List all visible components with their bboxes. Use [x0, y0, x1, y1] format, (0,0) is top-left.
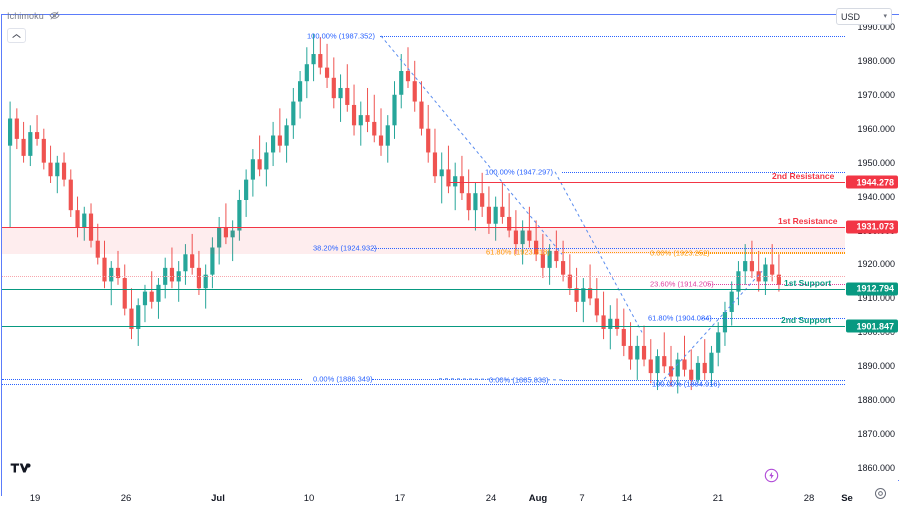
price-tick: 1950.000 — [857, 157, 895, 168]
price-tick: 1970.000 — [857, 89, 895, 100]
currency-select[interactable]: USD ▾ — [836, 8, 892, 25]
time-tick: 24 — [485, 493, 497, 504]
price-tick: 1890.000 — [857, 361, 895, 372]
time-tick: 17 — [394, 493, 406, 504]
time-tick: Jul — [211, 493, 225, 504]
chart-plot-area[interactable]: 100.00% (1987.352) 100.00% (1947.297) 38.2… — [2, 15, 845, 480]
fib-label: 23.60% (1914.205) — [650, 279, 714, 289]
level-line[interactable] — [2, 226, 845, 228]
level-label: 1st Support — [784, 277, 832, 288]
fib-line[interactable] — [372, 247, 845, 249]
price-tick: 1960.000 — [857, 123, 895, 134]
fib-line[interactable] — [562, 380, 845, 382]
fib-line[interactable] — [2, 378, 302, 380]
price-tick: 1940.000 — [857, 191, 895, 202]
price-tick: 1990.000 — [857, 21, 895, 32]
fib-label: 38.20% (1924.932) — [313, 243, 377, 253]
price-tick: 1980.000 — [857, 55, 895, 66]
current-price-line — [2, 276, 845, 278]
price-tick: 1910.000 — [857, 293, 895, 304]
price-tick: 1870.000 — [857, 429, 895, 440]
fib-line[interactable] — [372, 378, 492, 380]
top-bar — [0, 0, 900, 14]
fib-line[interactable] — [2, 383, 845, 385]
fib-label: 100.00% (1987.352) — [307, 31, 375, 41]
level-label: 2nd Support — [781, 315, 832, 326]
level-line[interactable] — [449, 182, 845, 184]
price-tick: 1860.000 — [857, 463, 895, 474]
time-tick: Aug — [528, 493, 548, 504]
lightning-bolt-icon[interactable] — [764, 468, 779, 483]
time-tick: 10 — [303, 493, 315, 504]
level-label: 2nd Resistance — [772, 171, 835, 182]
time-tick: 21 — [712, 493, 724, 504]
fib-label: 0.00% (1886.349) — [313, 374, 373, 384]
resistance-zone — [2, 226, 845, 255]
level-label: 1st Resistance — [778, 215, 838, 226]
indicator-legend[interactable]: Ichimoku — [7, 10, 60, 21]
currency-value: USD — [841, 11, 861, 22]
chevron-up-icon — [12, 33, 21, 39]
price-axis[interactable]: 1990.000 1980.000 1970.000 1960.000 1950.000… — [845, 15, 899, 480]
collapse-pane-button[interactable] — [7, 28, 26, 43]
tradingview-logo — [10, 461, 32, 475]
fib-label: 0.00% (1885.833) — [489, 375, 549, 385]
fib-line[interactable] — [562, 251, 845, 253]
price-tag-resistance[interactable]: 1944.278 — [846, 175, 898, 189]
eye-off-icon[interactable] — [49, 10, 60, 21]
fib-label: 0.00% (1923.252) — [650, 248, 710, 258]
time-axis[interactable]: 19 26 Jul 10 17 24 Aug 7 14 21 28 Se — [2, 481, 899, 510]
crosshair-target-icon[interactable] — [874, 487, 887, 500]
price-tag-support[interactable]: 1901.847 — [846, 319, 898, 333]
time-tick: Se — [841, 493, 853, 504]
level-line[interactable] — [2, 326, 845, 328]
indicator-name: Ichimoku — [7, 10, 44, 21]
time-tick: 14 — [621, 493, 633, 504]
price-tick: 1880.000 — [857, 395, 895, 406]
fib-line[interactable] — [702, 318, 845, 320]
price-tick: 1920.000 — [857, 259, 895, 270]
fib-line[interactable] — [708, 284, 845, 286]
fib-line[interactable] — [380, 35, 845, 37]
fib-line[interactable] — [562, 171, 845, 173]
fib-line[interactable] — [698, 253, 845, 255]
fib-label: 100.00% (1884.916) — [652, 379, 720, 389]
time-tick: 7 — [579, 493, 585, 504]
price-tag-resistance[interactable]: 1931.073 — [846, 220, 898, 234]
fib-label: 61.80% (1904.084) — [648, 313, 712, 323]
price-tag-support[interactable]: 1912.794 — [846, 282, 898, 296]
time-tick: 26 — [120, 493, 132, 504]
fib-label: 100.00% (1947.297) — [485, 167, 553, 177]
chevron-down-icon: ▾ — [883, 13, 887, 20]
fib-label: 61.80% (1923.818) — [486, 247, 550, 256]
trendline-group[interactable] — [2, 15, 845, 480]
time-tick: 19 — [29, 493, 41, 504]
level-line[interactable] — [2, 288, 845, 290]
time-tick: 28 — [803, 493, 815, 504]
